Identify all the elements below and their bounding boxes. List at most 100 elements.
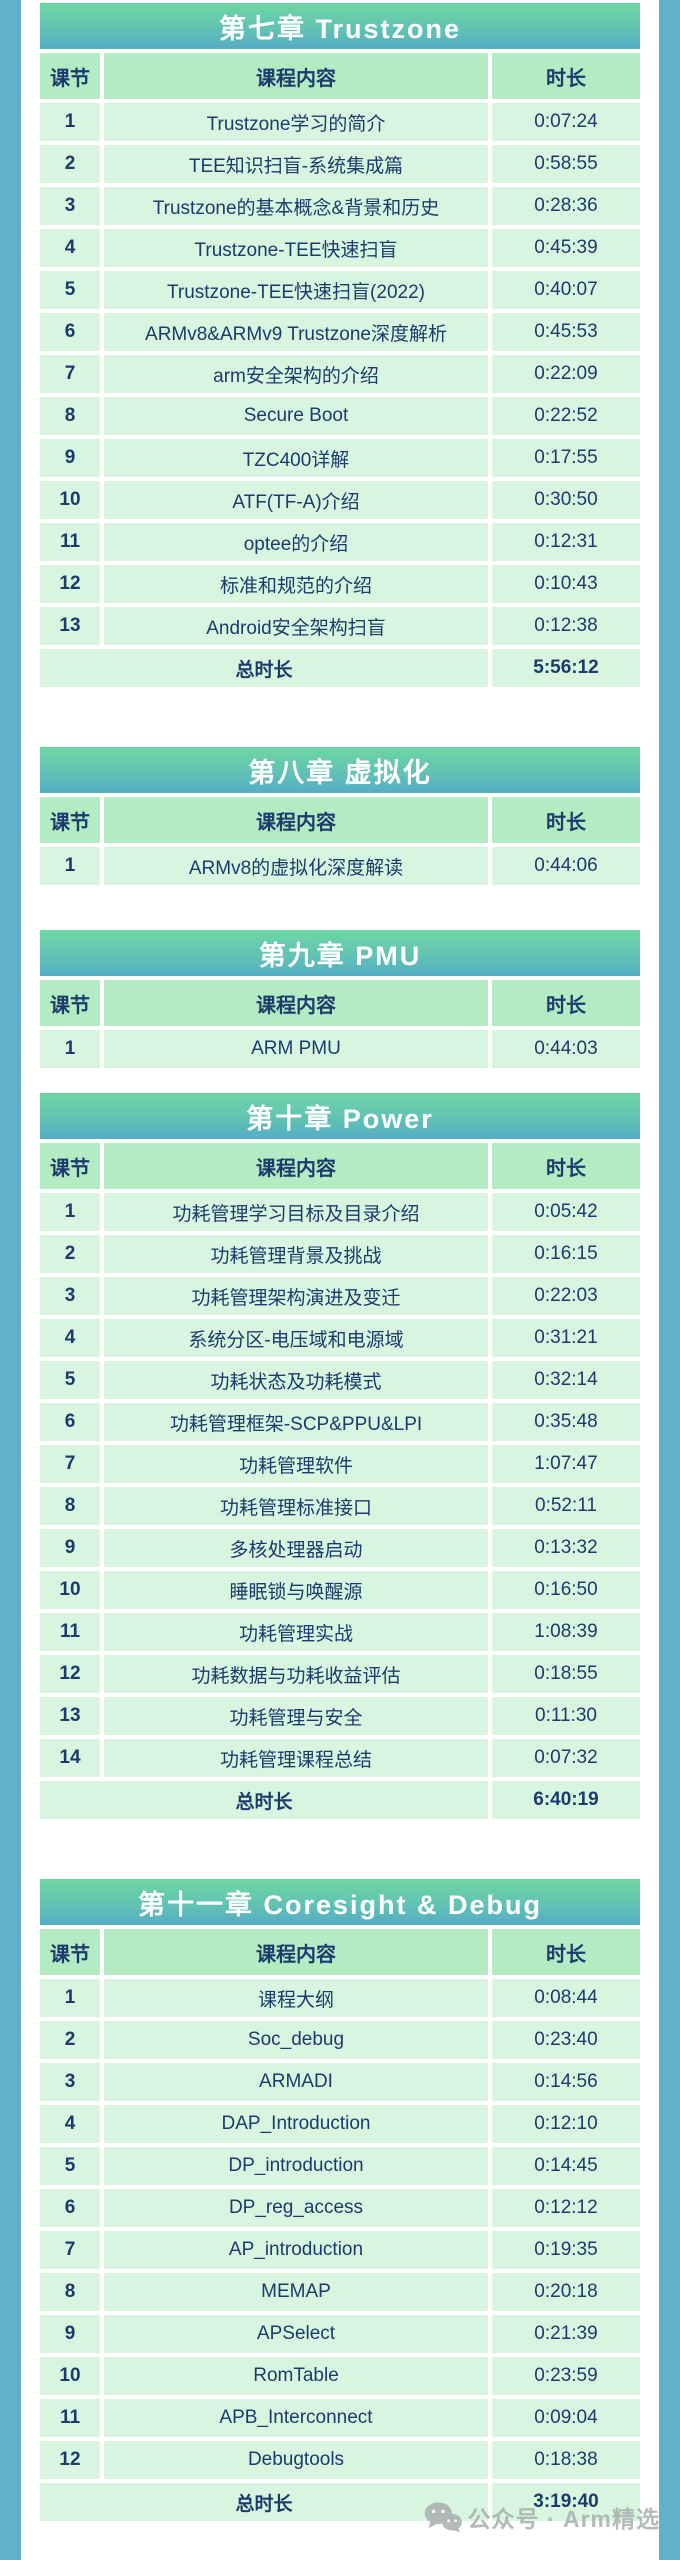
lesson-number: 9 [40, 439, 100, 477]
lesson-number: 5 [40, 1361, 100, 1399]
lesson-number: 12 [40, 2441, 100, 2479]
lesson-row: 12 功耗数据与功耗收益评估 0:18:55 [40, 1655, 640, 1693]
lesson-row: 11 功耗管理实战 1:08:39 [40, 1613, 640, 1651]
lesson-row: 7 arm安全架构的介绍 0:22:09 [40, 355, 640, 393]
lesson-duration: 0:16:50 [492, 1571, 640, 1609]
lesson-row: 2 Soc_debug 0:23:40 [40, 2021, 640, 2059]
total-row: 总时长 5:56:12 [40, 649, 640, 687]
lesson-duration: 0:35:48 [492, 1403, 640, 1441]
lesson-title: optee的介绍 [104, 523, 488, 561]
lesson-row: 1 ARMv8的虚拟化深度解读 0:44:06 [40, 847, 640, 885]
lesson-duration: 0:19:35 [492, 2231, 640, 2269]
lesson-title: APSelect [104, 2315, 488, 2353]
lesson-title: Trustzone的基本概念&背景和历史 [104, 187, 488, 225]
lesson-title: 功耗管理课程总结 [104, 1739, 488, 1777]
chapter-title: 第八章 虚拟化 [40, 747, 640, 793]
total-row: 总时长 3:19:40 [40, 2483, 640, 2521]
lesson-duration: 0:45:39 [492, 229, 640, 267]
lesson-number: 13 [40, 607, 100, 645]
lesson-duration: 0:45:53 [492, 313, 640, 351]
lesson-duration: 0:07:24 [492, 103, 640, 141]
lesson-number: 8 [40, 1487, 100, 1525]
lesson-title: Debugtools [104, 2441, 488, 2479]
lesson-title: 系统分区-电压域和电源域 [104, 1319, 488, 1357]
column-header-lesson: 课节 [40, 1143, 100, 1189]
content-area: 第七章 Trustzone 课节 课程内容 时长 1 Trustzone学习的简介 0:07… [21, 0, 659, 2560]
lesson-duration: 0:16:15 [492, 1235, 640, 1273]
lesson-title: RomTable [104, 2357, 488, 2395]
lesson-row: 5 功耗状态及功耗模式 0:32:14 [40, 1361, 640, 1399]
lesson-row: 10 RomTable 0:23:59 [40, 2357, 640, 2395]
lesson-title: DP_introduction [104, 2147, 488, 2185]
lesson-duration: 0:14:56 [492, 2063, 640, 2101]
lesson-title: 多核处理器启动 [104, 1529, 488, 1567]
lesson-duration: 0:09:04 [492, 2399, 640, 2437]
lesson-duration: 0:22:52 [492, 397, 640, 435]
lesson-duration: 0:14:45 [492, 2147, 640, 2185]
lesson-title: 功耗管理框架-SCP&PPU&LPI [104, 1403, 488, 1441]
lesson-number: 10 [40, 481, 100, 519]
lesson-duration: 0:23:40 [492, 2021, 640, 2059]
lesson-title: ARMv8的虚拟化深度解读 [104, 847, 488, 885]
lesson-title: DP_reg_access [104, 2189, 488, 2227]
lesson-row: 3 ARMADI 0:14:56 [40, 2063, 640, 2101]
lesson-number: 5 [40, 271, 100, 309]
lesson-duration: 0:18:38 [492, 2441, 640, 2479]
total-duration: 6:40:19 [492, 1781, 640, 1819]
lesson-number: 6 [40, 2189, 100, 2227]
lesson-number: 3 [40, 1277, 100, 1315]
lesson-duration: 0:05:42 [492, 1193, 640, 1231]
watermark: 公众号 · Arm精选 [424, 2500, 660, 2534]
lesson-row: 8 Secure Boot 0:22:52 [40, 397, 640, 435]
lesson-row: 9 TZC400详解 0:17:55 [40, 439, 640, 477]
lesson-title: 功耗数据与功耗收益评估 [104, 1655, 488, 1693]
chapter-title: 第七章 Trustzone [40, 3, 640, 49]
lesson-duration: 0:30:50 [492, 481, 640, 519]
lesson-number: 11 [40, 1613, 100, 1651]
total-row: 总时长 6:40:19 [40, 1781, 640, 1819]
lesson-title: ARM PMU [104, 1030, 488, 1068]
lesson-duration: 0:32:14 [492, 1361, 640, 1399]
lesson-number: 4 [40, 1319, 100, 1357]
lesson-row: 4 系统分区-电压域和电源域 0:31:21 [40, 1319, 640, 1357]
lesson-duration: 0:07:32 [492, 1739, 640, 1777]
lesson-number: 1 [40, 847, 100, 885]
lesson-title: Trustzone学习的简介 [104, 103, 488, 141]
column-header-duration: 时长 [492, 53, 640, 99]
lesson-number: 8 [40, 397, 100, 435]
lesson-title: 功耗管理标准接口 [104, 1487, 488, 1525]
lesson-duration: 0:12:12 [492, 2189, 640, 2227]
column-header-lesson: 课节 [40, 1929, 100, 1975]
chapter-section: 第十章 Power 课节 课程内容 时长 1 功耗管理学习目标及目录介绍 0:05:42 2 功… [40, 1093, 640, 1819]
lesson-duration: 0:18:55 [492, 1655, 640, 1693]
lesson-duration: 1:07:47 [492, 1445, 640, 1483]
lesson-row: 12 标准和规范的介绍 0:10:43 [40, 565, 640, 603]
chapter-section: 第九章 PMU 课节 课程内容 时长 1 ARM PMU 0:44:03 [40, 930, 640, 1068]
lesson-number: 8 [40, 2273, 100, 2311]
column-header-duration: 时长 [492, 797, 640, 843]
column-header-lesson: 课节 [40, 980, 100, 1026]
lesson-number: 3 [40, 187, 100, 225]
chapter-title: 第九章 PMU [40, 930, 640, 976]
lesson-row: 10 睡眠锁与唤醒源 0:16:50 [40, 1571, 640, 1609]
column-header-lesson: 课节 [40, 797, 100, 843]
lesson-number: 2 [40, 2021, 100, 2059]
lesson-row: 1 ARM PMU 0:44:03 [40, 1030, 640, 1068]
lesson-row: 12 Debugtools 0:18:38 [40, 2441, 640, 2479]
lesson-row: 4 Trustzone-TEE快速扫盲 0:45:39 [40, 229, 640, 267]
lesson-row: 11 APB_Interconnect 0:09:04 [40, 2399, 640, 2437]
lesson-title: Trustzone-TEE快速扫盲(2022) [104, 271, 488, 309]
lesson-row: 2 TEE知识扫盲-系统集成篇 0:58:55 [40, 145, 640, 183]
lesson-duration: 0:58:55 [492, 145, 640, 183]
lesson-title: 功耗管理实战 [104, 1613, 488, 1651]
lesson-title: 标准和规范的介绍 [104, 565, 488, 603]
lesson-number: 9 [40, 1529, 100, 1567]
total-label: 总时长 [40, 1781, 488, 1819]
lesson-number: 10 [40, 2357, 100, 2395]
watermark-text: 公众号 · Arm精选 [467, 2506, 660, 2532]
lesson-row: 11 optee的介绍 0:12:31 [40, 523, 640, 561]
column-header-content: 课程内容 [104, 53, 488, 99]
lesson-row: 9 多核处理器启动 0:13:32 [40, 1529, 640, 1567]
lesson-title: DAP_Introduction [104, 2105, 488, 2143]
lesson-row: 7 AP_introduction 0:19:35 [40, 2231, 640, 2269]
